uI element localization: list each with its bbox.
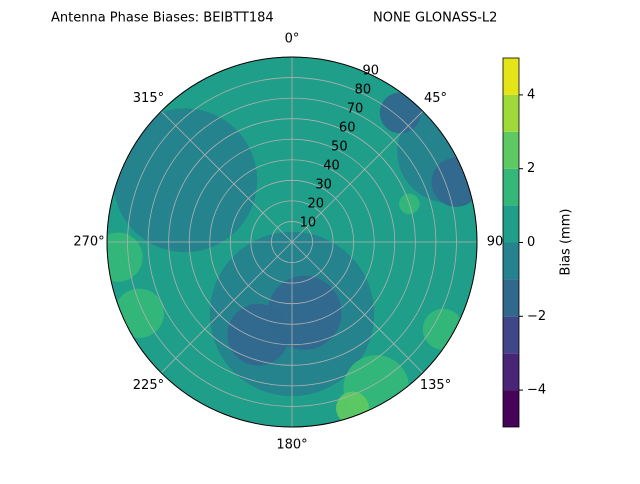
contour-patch xyxy=(107,232,143,282)
colorbar-band xyxy=(503,94,519,132)
r-tick-label: 90 xyxy=(363,64,380,79)
colorbar-tick-label: 2 xyxy=(527,161,535,176)
colorbar-band xyxy=(503,168,519,206)
colorbar-tick-label: −2 xyxy=(527,309,546,324)
contour-patch xyxy=(336,391,369,425)
colorbar-band xyxy=(503,58,519,95)
polar-frame xyxy=(106,56,478,428)
r-tick-label: 20 xyxy=(307,197,324,212)
colorbar-band xyxy=(503,242,519,280)
contour-patch xyxy=(379,92,421,134)
theta-tick-label: 45° xyxy=(424,91,447,106)
colorbar-tick-label: −4 xyxy=(527,383,546,398)
theta-tick-label: 225° xyxy=(133,378,164,393)
r-tick-label: 30 xyxy=(315,178,332,193)
theta-tick-label: 180° xyxy=(276,438,307,453)
angular-grid xyxy=(291,110,424,243)
colorbar-tick-label: 4 xyxy=(527,87,535,102)
theta-tick-label: 90 xyxy=(487,235,504,250)
theta-tick-label: 270° xyxy=(73,235,104,250)
angular-grid xyxy=(160,241,293,374)
theta-tick-label: 315° xyxy=(133,91,164,106)
r-tick-label: 10 xyxy=(300,216,317,231)
theta-tick-label: 135° xyxy=(420,378,451,393)
r-tick-label: 60 xyxy=(339,121,356,136)
chart-subtitle: NONE GLONASS-L2 xyxy=(373,11,497,26)
chart-title: Antenna Phase Biases: BEIBTT184 xyxy=(51,11,274,26)
colorbar-band xyxy=(503,353,519,391)
contour-patch xyxy=(114,288,164,338)
contour-patch xyxy=(431,157,477,207)
colorbar-band xyxy=(503,316,519,354)
colorbar-band xyxy=(503,205,519,243)
angular-grid xyxy=(160,110,293,243)
colorbar-tick-label: 0 xyxy=(527,235,535,250)
r-tick-label: 70 xyxy=(347,102,364,117)
r-tick-label: 40 xyxy=(323,159,340,174)
colorbar-band xyxy=(503,279,519,317)
contour-patch xyxy=(227,303,290,366)
angular-grid xyxy=(291,241,424,374)
colorbar-label: Bias (mm) xyxy=(559,209,574,276)
colorbar-band xyxy=(503,131,519,169)
r-tick-label: 80 xyxy=(355,83,372,98)
contour-patch xyxy=(422,308,464,350)
r-tick-label: 50 xyxy=(331,140,348,155)
colorbar-band xyxy=(503,390,519,427)
theta-tick-label: 0° xyxy=(285,32,300,47)
